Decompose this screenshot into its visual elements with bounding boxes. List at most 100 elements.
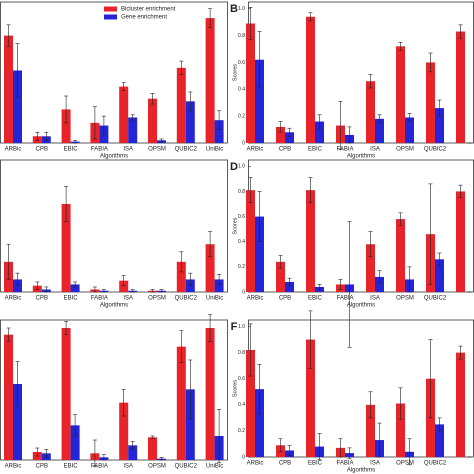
bar (435, 259, 444, 292)
error-bar (278, 255, 283, 269)
error-bar (188, 91, 193, 112)
plot-frame (0, 1, 228, 144)
bar (306, 16, 315, 143)
x-tick-label: UniBic (206, 296, 223, 302)
bar (456, 352, 465, 457)
error-bar (73, 140, 78, 144)
panel-label: B (230, 3, 238, 15)
x-tick-label: FABIA (336, 147, 353, 153)
x-tick-label: OPSM (148, 296, 166, 302)
panel-label: F (231, 321, 238, 333)
x-axis-label: Algorithms (347, 303, 375, 309)
error-bar (308, 310, 313, 369)
error-bar (458, 184, 463, 199)
error-bar (179, 60, 184, 75)
bar (61, 328, 71, 460)
x-axis-label: Algorithms (100, 154, 128, 160)
bar (246, 190, 255, 292)
x-axis-label: Algorithms (347, 154, 375, 160)
bar (315, 121, 324, 143)
x-axis-label: Algorithms (100, 303, 128, 309)
error-bar (159, 289, 164, 293)
bar (255, 59, 264, 143)
error-bar (248, 323, 253, 377)
x-tick-label: EBIC (64, 296, 79, 302)
error-bar (44, 449, 49, 458)
error-bar (338, 101, 343, 151)
bar (375, 276, 384, 292)
x-tick-label: ISA (123, 296, 133, 302)
error-bar (217, 274, 222, 285)
y-tick-label: 0.2 (238, 264, 245, 270)
y-tick-label: 0.6 (238, 376, 245, 382)
y-tick-label: 0.4 (238, 402, 245, 408)
error-bar (377, 114, 382, 124)
bar (285, 281, 294, 292)
y-tick-label: 0 (242, 289, 245, 295)
x-tick-label: FABIA (91, 296, 108, 302)
y-tick-label: 1.0 (238, 6, 245, 12)
error-bar (15, 361, 20, 407)
error-bar (377, 270, 382, 284)
x-tick-label: CPB (279, 461, 291, 467)
error-bar (428, 52, 433, 73)
error-bar (217, 110, 222, 130)
error-bar (257, 31, 262, 89)
error-bar (121, 82, 126, 91)
error-bar (428, 183, 433, 285)
error-bar (35, 447, 40, 457)
x-tick-label: OPSM (396, 147, 414, 153)
bar (119, 86, 129, 143)
bar (405, 117, 414, 143)
error-bar (15, 272, 20, 287)
error-bar (217, 409, 222, 463)
error-bar (368, 231, 373, 258)
plot-frame (0, 319, 228, 461)
error-bar (179, 330, 184, 363)
error-bar (159, 138, 164, 142)
bar (246, 350, 255, 457)
x-tick-label: UniBic (206, 464, 223, 470)
y-tick-label: 0.6 (238, 60, 245, 66)
x-tick-label: EBIC (64, 147, 79, 153)
error-bar (92, 106, 97, 140)
x-tick-label: QUBIC2 (175, 464, 198, 470)
error-bar (398, 41, 403, 51)
bar (396, 403, 405, 457)
bar (246, 23, 255, 143)
bar (13, 384, 22, 460)
error-bar (188, 359, 193, 419)
x-tick-label: ISA (370, 147, 380, 153)
x-tick-label: ARBic (5, 464, 22, 470)
x-tick-label: ARBic (5, 147, 22, 153)
legend-swatch (104, 14, 117, 20)
x-tick-label: ISA (370, 296, 380, 302)
error-bar (407, 113, 412, 122)
error-bar (338, 438, 343, 458)
bar (285, 132, 294, 143)
error-bar (437, 252, 442, 266)
bar (366, 404, 375, 457)
error-bar (101, 115, 106, 136)
bar (306, 190, 315, 292)
y-axis-label: Scores (232, 217, 238, 234)
error-bar (248, 177, 253, 204)
x-tick-label: UniBic (206, 147, 223, 153)
legend-swatch (104, 6, 117, 12)
error-bar (6, 24, 11, 47)
error-bar (130, 441, 135, 450)
error-bar (73, 414, 78, 437)
error-bar (44, 131, 49, 141)
error-bar (208, 8, 213, 28)
x-tick-label: ISA (370, 461, 380, 467)
bar (185, 389, 195, 460)
bar (119, 402, 129, 460)
error-bar (179, 251, 184, 273)
bar (61, 204, 71, 292)
x-tick-label: ARBic (247, 461, 264, 467)
bar (70, 284, 80, 292)
bar (375, 118, 384, 143)
bar (148, 98, 157, 143)
x-tick-label: QUBIC2 (424, 147, 447, 153)
y-tick-label: 0.8 (238, 33, 245, 39)
